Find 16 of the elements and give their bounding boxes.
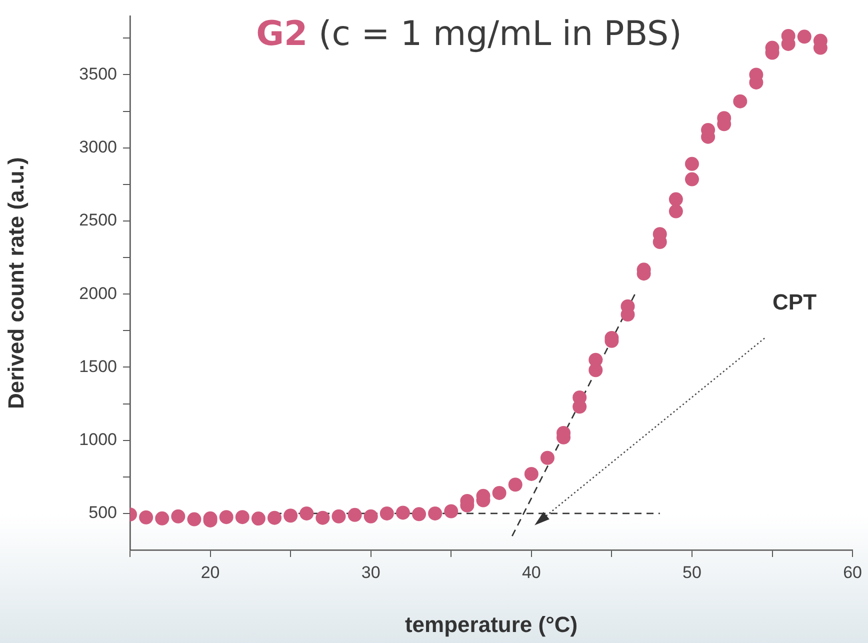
x-tick-label: 30	[361, 562, 380, 582]
y-axis-title: Derived count rate (a.u.)	[3, 157, 28, 410]
y-tick-label: 1500	[79, 356, 117, 376]
y-tick-label: 3500	[79, 64, 117, 84]
annotation: CPT	[772, 289, 818, 314]
chart-title: G2 (c = 1 mg/mL in PBS)	[255, 14, 683, 54]
y-tick-label: 500	[88, 503, 117, 522]
y-tick-label: 1000	[79, 430, 117, 450]
y-tick-label: 3000	[79, 138, 117, 157]
x-axis-title: temperature (°C)	[404, 612, 578, 637]
x-tick-label: 50	[682, 562, 702, 582]
x-tick-label: 40	[522, 562, 541, 582]
y-tick-label: 2500	[79, 210, 117, 230]
y-tick-label: 2000	[79, 284, 117, 303]
x-tick-label: 20	[200, 562, 220, 582]
x-tick-label: 60	[843, 562, 862, 582]
